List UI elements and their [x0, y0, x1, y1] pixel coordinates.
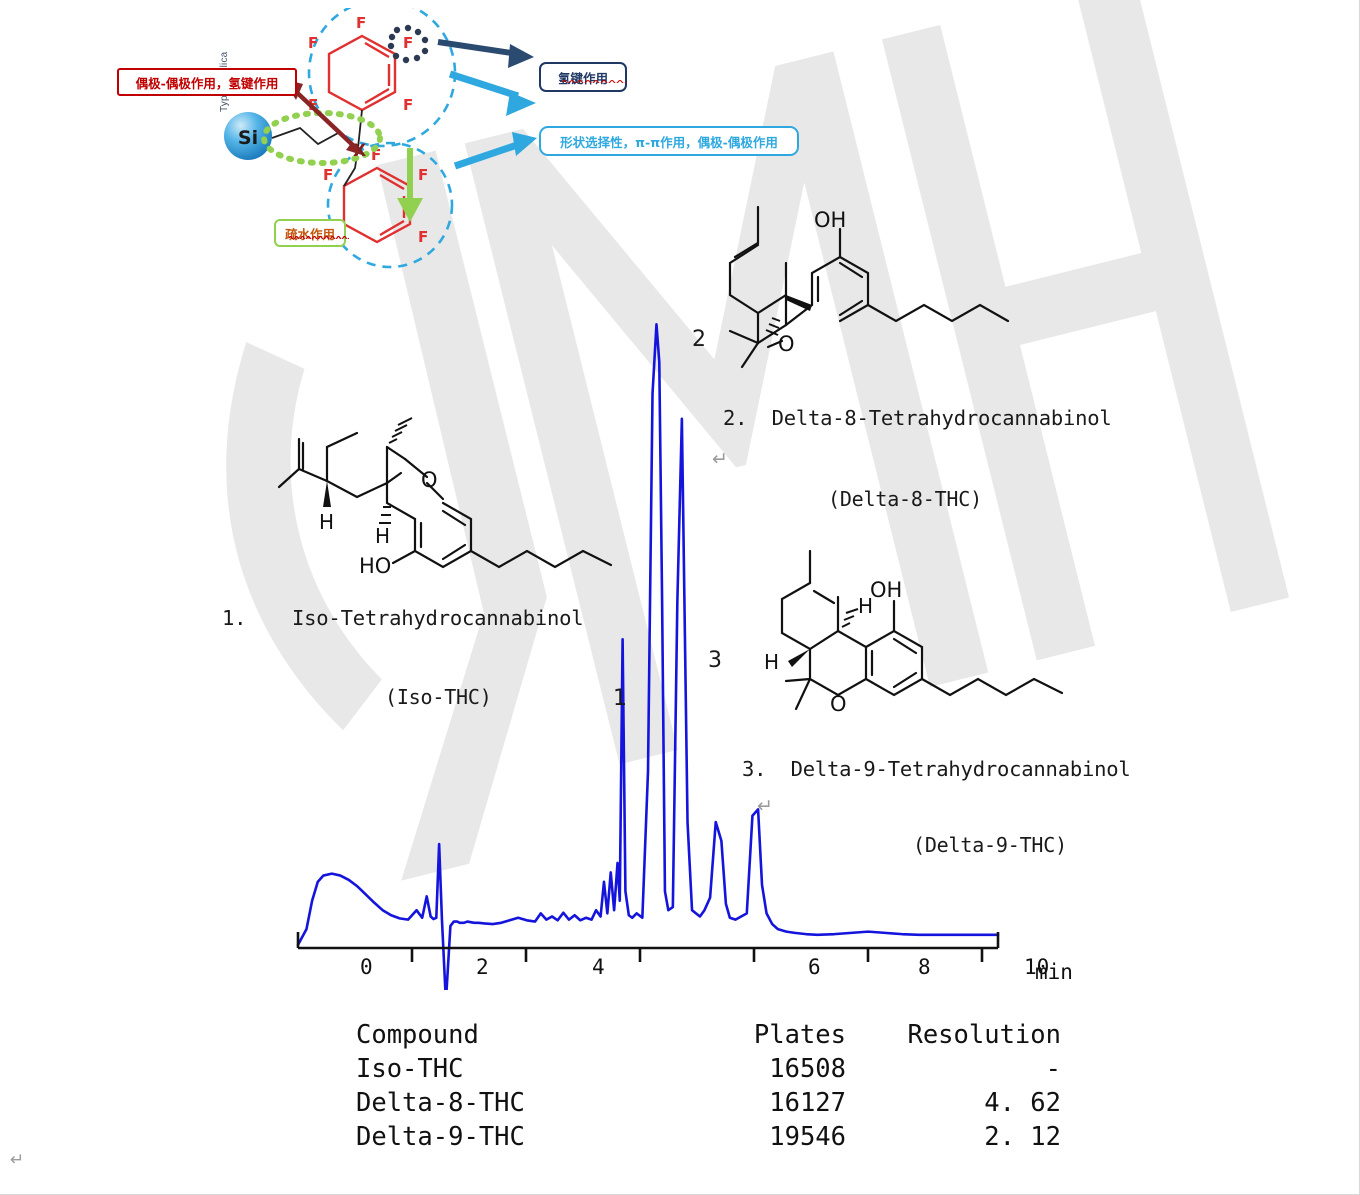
svg-text:F: F: [418, 166, 428, 184]
caption-2-name: 2. Delta-8-Tetrahydrocannabinol: [723, 406, 1112, 430]
shape-arrow-lower: [453, 132, 537, 170]
table-header-row: Compound Plates Resolution: [356, 1018, 1077, 1052]
cell-compound-2: Delta-9-THC: [356, 1122, 525, 1152]
footer-return-mark: ↵: [10, 1150, 25, 1170]
caption-1-name: Iso-Tetrahydrocannabinol: [292, 606, 584, 630]
hash-h-d9: [841, 608, 859, 628]
dipole-dipole-hbond-box: 偶极-偶极作用，氢键作用: [117, 68, 297, 96]
cell-compound-1: Delta-8-THC: [356, 1088, 525, 1118]
time-axis: [296, 932, 1000, 962]
bond-to-lower-ring: [343, 147, 359, 187]
caption-3-return-mark: ↵: [757, 795, 773, 817]
caption-2-return-mark: ↵: [712, 448, 728, 470]
cell-compound-0: Iso-THC: [356, 1054, 464, 1084]
o-label-iso: O: [421, 468, 438, 492]
table-row: Delta-8-THC 16127 4. 62: [356, 1086, 1077, 1120]
cell-resolution-2: 2. 12: [984, 1122, 1061, 1152]
header-compound: Compound: [356, 1020, 479, 1050]
hydrogen-bond-box: 氢键作用: [539, 62, 627, 92]
svg-text:F: F: [308, 34, 318, 52]
h-label-d9-2: H: [764, 650, 779, 674]
svg-text:F: F: [403, 96, 413, 114]
aromatic-ring-lower: [342, 166, 412, 244]
cell-resolution-1: 4. 62: [984, 1088, 1061, 1118]
axis-tick-labels: 0 2 4 6 8 10: [280, 955, 1100, 995]
spellcheck-squiggle-hydrophobic: [288, 235, 349, 239]
header-resolution: Resolution: [907, 1020, 1061, 1050]
dotted-lens: [387, 24, 429, 64]
axis-tick-6: 6: [808, 955, 821, 979]
aromatic-ring-upper: [327, 34, 397, 112]
hydrophobic-text-wrap: 疏水作用: [285, 224, 349, 243]
shape-arrow-upper: [448, 70, 536, 116]
axis-tick-8: 8: [918, 955, 931, 979]
peak-label-1: 1: [613, 686, 627, 711]
axis-tick-10: 10: [1024, 955, 1050, 979]
shape-selectivity-box: 形状选择性，π-π作用，偶极-偶极作用: [539, 126, 799, 156]
hash-h-iso: [379, 506, 391, 524]
spellcheck-squiggle-hbond: [561, 79, 627, 83]
bond-to-upper-ring: [357, 109, 363, 149]
shape-selectivity-text: 形状选择性，π-π作用，偶极-偶极作用: [560, 134, 778, 150]
axis-tick-2: 2: [476, 955, 489, 979]
table-row: Iso-THC 16508 -: [356, 1052, 1077, 1086]
axis-tick-0: 0: [360, 955, 373, 979]
caption-3-name: 3. Delta-9-Tetrahydrocannabinol: [742, 757, 1131, 781]
oh-label-d8: OH: [814, 208, 846, 232]
cell-plates-1: 16127: [769, 1088, 846, 1118]
chromatogram-trace: [296, 322, 1000, 990]
svg-text:F: F: [356, 14, 366, 32]
green-dotted-ellipse: [261, 110, 383, 166]
hydrophobic-box: 疏水作用: [274, 219, 349, 247]
caption-3-abbr: (Delta-9-THC): [913, 833, 1067, 857]
peak-label-2: 2: [692, 327, 706, 352]
dipole-dipole-hbond-text: 偶极-偶极作用，氢键作用: [135, 75, 279, 91]
cell-plates-2: 19546: [769, 1122, 846, 1152]
o-label-d9: O: [830, 692, 847, 716]
si-label: Si: [238, 127, 258, 149]
svg-text:F: F: [403, 34, 413, 52]
hydrophobic-arrow: [397, 148, 423, 222]
oh-label-d9: OH: [870, 578, 902, 602]
hydrogen-bond-text-wrap: 氢键作用: [558, 68, 627, 87]
structure-delta-9-thc: H H OH O: [764, 549, 1064, 716]
results-table: Compound Plates Resolution Iso-THC 16508…: [356, 1018, 1077, 1154]
wedge-h-iso: [323, 481, 331, 507]
axis-unit-label: min: [1035, 960, 1073, 984]
o-label-d8: O: [778, 332, 795, 356]
svg-text:F: F: [371, 146, 381, 164]
h-label-iso-1: H: [319, 510, 334, 534]
peak-label-3: 3: [708, 648, 722, 673]
header-plates: Plates: [753, 1020, 846, 1050]
cell-plates-0: 16508: [769, 1054, 846, 1084]
h-label-iso-2: H: [375, 524, 390, 548]
wedge-h-d9: [788, 649, 810, 667]
caption-1-abbr: (Iso-THC): [385, 685, 492, 709]
axis-tick-4: 4: [592, 955, 605, 979]
structure-delta-8-thc: OH O: [728, 205, 1010, 369]
table-row: Delta-9-THC 19546 2. 12: [356, 1120, 1077, 1154]
cell-resolution-0: -: [1045, 1054, 1061, 1084]
svg-text:F: F: [418, 228, 428, 246]
hash-methyl-iso: [388, 417, 413, 444]
caption-1-number: 1.: [222, 606, 247, 630]
ho-label-iso: HO: [359, 554, 391, 578]
structure-iso-thc: H H O HO: [277, 417, 613, 578]
wedge-bond-d8: [786, 295, 812, 311]
caption-2-abbr: (Delta-8-THC): [828, 487, 982, 511]
svg-text:F: F: [323, 166, 333, 184]
chromatogram-plot: [296, 322, 1000, 990]
si-sphere: [224, 112, 272, 160]
